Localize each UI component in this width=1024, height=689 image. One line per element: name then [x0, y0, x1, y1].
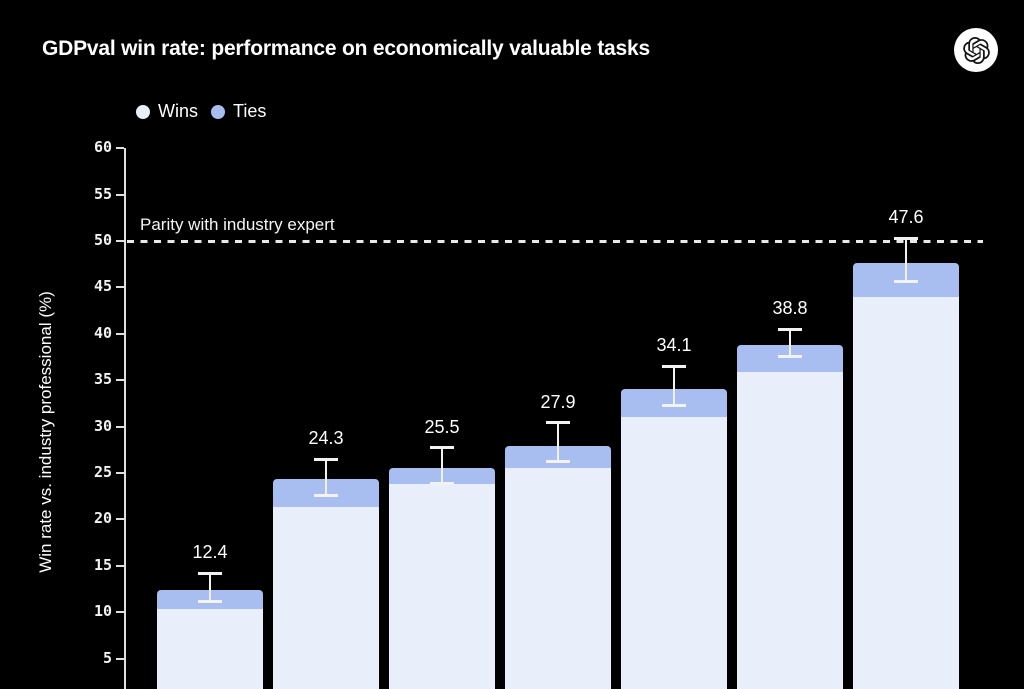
- error-bar-cap-bottom: [662, 403, 686, 407]
- parity-line-label: Parity with industry expert: [140, 215, 335, 234]
- error-bar-cap-top: [314, 457, 338, 461]
- y-axis-line: [124, 148, 126, 689]
- y-tick: [116, 472, 124, 474]
- wins-swatch-icon: [136, 104, 150, 119]
- ties-swatch-icon: [211, 104, 225, 119]
- y-tick-label: 20: [93, 509, 112, 528]
- y-tick: [116, 611, 124, 614]
- error-bar-cap-bottom: [894, 280, 918, 284]
- y-axis-title: Win rate vs. industry professional (%): [36, 291, 55, 573]
- error-bar-cap-top: [546, 421, 570, 425]
- y-tick-label: 35: [93, 370, 112, 389]
- bar-segment-wins: [621, 417, 727, 689]
- parity-dashed-line: [127, 240, 983, 243]
- y-tick: [116, 564, 124, 567]
- error-bar-cap-top: [662, 364, 686, 368]
- error-bar-cap-top: [778, 327, 802, 331]
- bar-segment-wins: [273, 507, 379, 689]
- bar-value-label: 24.3: [308, 428, 344, 449]
- openai-logo-icon: [962, 36, 990, 64]
- legend: Wins Ties: [136, 101, 266, 122]
- bar-value-label: 38.8: [772, 298, 808, 319]
- error-bar-line: [325, 459, 327, 496]
- legend-label-ties: Ties: [233, 101, 267, 121]
- y-tick-label: 60: [93, 138, 112, 157]
- error-bar-cap-bottom: [546, 460, 570, 464]
- error-bar-line: [905, 238, 907, 282]
- error-bar-cap-top: [198, 571, 222, 575]
- bar-value-label: 25.5: [424, 416, 460, 437]
- bar-value-label: 27.9: [540, 391, 576, 412]
- y-tick-label: 30: [93, 416, 112, 435]
- error-bar-cap-top: [894, 236, 918, 240]
- y-tick-label: 25: [93, 463, 112, 481]
- error-bar-line: [441, 447, 443, 484]
- legend-label-wins: Wins: [158, 101, 198, 121]
- bar-segment-wins: [157, 609, 263, 689]
- y-tick: [116, 147, 124, 150]
- y-tick: [116, 332, 124, 335]
- y-tick-label: 45: [93, 277, 112, 296]
- error-bar-line: [673, 366, 675, 406]
- y-tick: [116, 193, 124, 196]
- y-tick-label: 50: [93, 231, 112, 249]
- error-bar-line: [789, 329, 791, 357]
- error-bar-line: [557, 422, 559, 462]
- bar-segment-wins: [505, 468, 611, 689]
- error-bar-cap-bottom: [430, 481, 454, 485]
- legend-item-wins: Wins: [136, 101, 198, 122]
- openai-logo: [954, 28, 998, 72]
- y-tick-label: 40: [93, 323, 112, 342]
- y-tick-label: 10: [93, 602, 112, 621]
- error-bar-cap-bottom: [198, 599, 222, 603]
- y-tick: [116, 425, 124, 428]
- error-bar-line: [209, 573, 211, 602]
- bar-value-label: 34.1: [656, 335, 692, 356]
- bar-segment-wins: [389, 484, 495, 689]
- bar-segment-wins: [737, 371, 843, 689]
- error-bar-cap-bottom: [314, 493, 338, 497]
- y-tick: [116, 518, 124, 521]
- error-bar-cap-top: [430, 446, 454, 450]
- bar-segment-wins: [853, 296, 959, 689]
- y-tick: [116, 240, 124, 242]
- y-tick: [116, 286, 124, 289]
- y-tick: [116, 379, 124, 382]
- y-tick: [116, 657, 124, 660]
- y-tick-label: 55: [93, 184, 112, 203]
- error-bar-cap-bottom: [778, 354, 802, 358]
- y-tick-label: 5: [102, 648, 112, 667]
- bar-value-label: 12.4: [192, 542, 228, 563]
- bar-value-label: 47.6: [888, 207, 924, 228]
- y-tick-label: 15: [93, 555, 112, 574]
- chart-title: GDPval win rate: performance on economic…: [42, 37, 650, 60]
- legend-item-ties: Ties: [211, 101, 266, 122]
